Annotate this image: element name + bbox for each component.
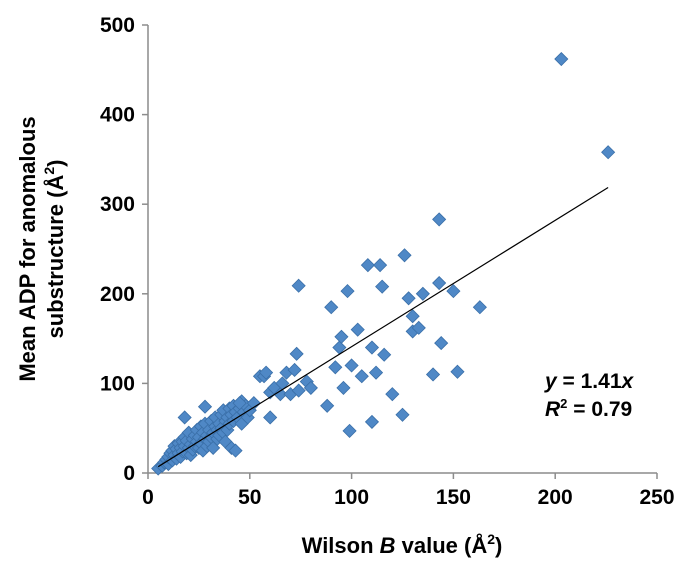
data-point: [197, 399, 213, 414]
data-point: [246, 396, 261, 411]
y-tick-label: 200: [100, 283, 135, 306]
data-point: [336, 380, 351, 395]
data-point: [273, 387, 288, 402]
data-point: [401, 291, 416, 306]
data-point: [291, 383, 306, 398]
data-point: [601, 145, 616, 160]
data-point: [411, 320, 426, 335]
data-point: [177, 410, 192, 425]
data-point: [228, 443, 243, 458]
data-point: [415, 286, 430, 301]
data-point: [395, 407, 410, 422]
equation-annotation: y = 1.41x: [544, 370, 635, 393]
y-tick-label: 500: [100, 14, 135, 37]
data-point: [263, 410, 278, 425]
data-point: [375, 279, 390, 294]
data-point: [259, 365, 274, 380]
x-axis-label: Wilson B value (Å2): [302, 531, 503, 558]
data-point: [554, 51, 569, 67]
data-point: [377, 347, 392, 362]
data-point: [340, 284, 355, 299]
trendline: [157, 186, 609, 468]
x-tick-label: 0: [142, 486, 154, 509]
data-point: [432, 275, 447, 291]
x-tick-label: 150: [436, 486, 471, 509]
data-point: [368, 365, 384, 380]
data-point: [405, 309, 420, 324]
data-point: [354, 369, 369, 384]
data-point: [373, 258, 388, 273]
data-point: [472, 300, 487, 315]
y-tick-label: 0: [123, 462, 135, 485]
y-tick-label: 100: [100, 372, 135, 395]
x-tick-label: 200: [538, 486, 573, 509]
y-axis-label: Mean ADP for anomalous substructure (Å2): [15, 116, 68, 381]
data-point: [446, 284, 461, 299]
data-point: [397, 248, 412, 263]
data-point: [287, 362, 302, 378]
x-tick-label: 250: [639, 486, 674, 509]
data-point: [344, 358, 359, 373]
y-axis-label-line2: substructure (Å2): [41, 160, 68, 339]
data-point: [364, 340, 380, 355]
data-point: [450, 364, 465, 379]
y-tick-label: 400: [100, 104, 135, 127]
data-point: [334, 329, 349, 344]
axes: 0 50 100 150 200 250 0 100 200 300 400 500: [100, 14, 675, 509]
data-point: [232, 396, 247, 411]
x-tick-label: 50: [238, 486, 261, 509]
data-point: [320, 398, 335, 413]
trendline-layer: [157, 186, 609, 468]
data-point: [291, 278, 306, 293]
data-point: [434, 336, 449, 351]
data-point: [342, 423, 357, 438]
y-axis-label-line1: Mean ADP for anomalous: [15, 116, 40, 381]
data-point: [350, 322, 365, 337]
data-point: [432, 212, 447, 227]
y-tick-label: 300: [100, 193, 135, 216]
data-point: [360, 258, 375, 273]
data-points: [151, 51, 616, 476]
data-point: [328, 360, 343, 375]
x-tick-label: 100: [334, 486, 369, 509]
r-squared-annotation: R2 = 0.79: [545, 396, 632, 421]
data-point: [289, 346, 304, 361]
data-point: [364, 414, 380, 429]
labels: y = 1.41x R2 = 0.79 Wilson B value (Å2) Mea…: [15, 116, 635, 558]
data-point: [324, 300, 339, 315]
data-point: [303, 380, 318, 395]
data-point: [425, 367, 441, 382]
data-point: [385, 387, 400, 402]
